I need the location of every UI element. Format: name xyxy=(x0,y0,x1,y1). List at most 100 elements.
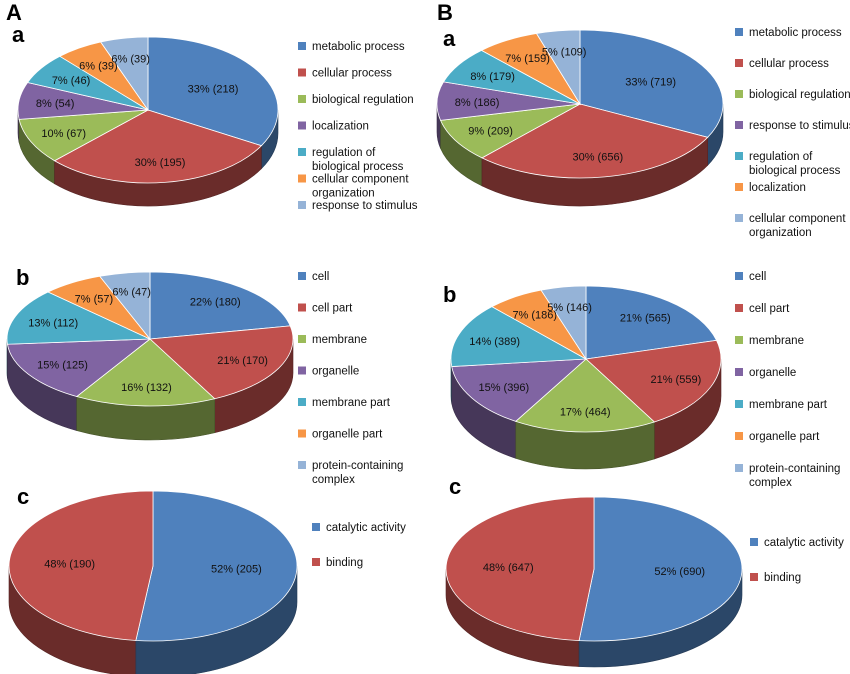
pie-slice-membrane xyxy=(75,338,216,407)
legend-entry: regulation of biological process xyxy=(312,147,404,173)
legend-entry-line: complex xyxy=(749,477,792,489)
legend-swatch xyxy=(298,429,306,438)
subpanel-label: b xyxy=(16,265,29,290)
legend-entry-line: cell xyxy=(749,271,766,283)
legend-swatch xyxy=(735,336,743,344)
legend-entry: cellular process xyxy=(312,68,392,80)
legend-swatch xyxy=(735,28,743,36)
pie-slice-organelle xyxy=(451,358,588,422)
legend-entry-line: membrane part xyxy=(749,399,828,411)
slice-data-label: 13% (112) xyxy=(28,317,78,329)
pie-chart-a-c: c 52% (205) 48% (190) catalytic activity bin… xyxy=(8,484,406,674)
legend-entry: metabolic process xyxy=(749,27,842,39)
legend-entry-line: regulation of xyxy=(312,147,376,159)
pie-slice-catalytic-activity xyxy=(578,496,743,642)
legend-entry: cell part xyxy=(749,303,790,315)
legend-entry: cellular component organization xyxy=(312,174,409,200)
slice-data-label: 30% (656) xyxy=(572,151,623,163)
legend-swatch xyxy=(735,368,743,376)
pie-slice-membrane-part xyxy=(450,306,588,367)
legend-entry: membrane xyxy=(312,334,367,346)
legend-swatch xyxy=(735,304,743,312)
legend-entry-line: binding xyxy=(326,557,363,569)
legend-swatch xyxy=(735,59,743,67)
pie-slice-cell-part xyxy=(149,325,294,400)
legend-entry: biological regulation xyxy=(312,94,414,106)
legend-swatch xyxy=(735,121,743,129)
legend-entry: localization xyxy=(749,182,806,194)
legend-entry-line: cell xyxy=(312,271,329,283)
legend-swatch xyxy=(750,573,758,581)
legend-entry-line: complex xyxy=(312,474,355,486)
legend-entry-line: catalytic activity xyxy=(326,522,406,534)
pie-slice-metabolic-process xyxy=(579,29,724,138)
pie-slice-cellular-process xyxy=(53,109,263,184)
legend-swatch xyxy=(298,174,306,183)
slice-data-label: 8% (54) xyxy=(36,98,75,110)
legend-swatch xyxy=(298,68,306,77)
subpanel-label: c xyxy=(17,484,29,509)
legend-swatch xyxy=(298,335,306,343)
pie-slice-membrane-part xyxy=(6,291,151,345)
legend-entry: cellular component organization xyxy=(749,213,846,239)
legend-entry: membrane part xyxy=(749,399,828,411)
subpanel-label: a xyxy=(443,26,456,51)
legend-entry: metabolic process xyxy=(312,41,405,53)
legend-swatch xyxy=(298,95,306,103)
legend-entry: organelle part xyxy=(312,429,383,441)
legend-entry: response to stimulus xyxy=(749,120,850,132)
legend-swatch xyxy=(735,464,743,472)
legend-entry-line: organelle part xyxy=(312,429,383,441)
legend-swatch xyxy=(298,272,306,280)
legend-entry-line: organization xyxy=(749,227,812,239)
legend-entry-line: organelle xyxy=(312,366,359,378)
slice-data-label: 52% (205) xyxy=(211,564,262,576)
legend-entry-line: organelle xyxy=(749,367,796,379)
legend-entry: cell xyxy=(749,271,766,283)
subpanel-label: a xyxy=(12,22,25,47)
legend-swatch xyxy=(298,121,306,130)
legend-entry: binding xyxy=(326,557,363,569)
pie-slice-binding xyxy=(8,490,154,641)
slice-data-label: 48% (647) xyxy=(483,562,534,574)
slice-data-label: 52% (690) xyxy=(654,566,705,578)
slice-data-label: 8% (186) xyxy=(455,97,500,109)
legend-entry-line: localization xyxy=(312,121,369,133)
slice-data-label: 5% (146) xyxy=(547,302,592,314)
slice-data-label: 21% (170) xyxy=(217,355,268,367)
pie-slice-organelle xyxy=(6,338,152,397)
pie-slice-metabolic-process xyxy=(147,36,279,147)
legend-swatch xyxy=(298,201,306,209)
legend-swatch xyxy=(312,523,320,531)
legend-swatch xyxy=(735,432,743,440)
legend-entry-line: protein-containing xyxy=(749,463,840,475)
legend-entry: catalytic activity xyxy=(764,537,844,549)
legend-entry-line: biological process xyxy=(749,165,841,177)
legend-entry: protein-containing complex xyxy=(312,460,403,486)
legend-entry-line: cellular process xyxy=(749,58,829,70)
legend-entry-line: membrane xyxy=(312,334,367,346)
pie-charts-group: a 33% (218) 30% (195) 10% (67) 8% (54) 7% (46… xyxy=(6,22,850,674)
legend-entry: protein-containing complex xyxy=(749,463,840,489)
legend-entry: organelle part xyxy=(749,431,820,443)
legend-entry-line: organization xyxy=(312,188,375,200)
legend-entry: cell part xyxy=(312,303,353,315)
slice-data-label: 15% (125) xyxy=(37,359,88,371)
legend-entry-line: cellular component xyxy=(312,174,409,186)
slice-data-label: 9% (209) xyxy=(468,125,513,137)
legend-entry: binding xyxy=(764,572,801,584)
subpanel-label: c xyxy=(449,474,461,499)
pie-chart-b-a: a 33% (719) 30% (656) 9% (209) 8% (186) 8% (1… xyxy=(436,26,850,239)
pie-chart-b-c: c 52% (690) 48% (647) catalytic activity bin… xyxy=(445,474,844,668)
legend-entry-line: protein-containing xyxy=(312,460,403,472)
pie-slice-protein-containing-complex xyxy=(540,285,587,361)
pie-chart-a-a: a 33% (218) 30% (195) 10% (67) 8% (54) 7% (46… xyxy=(12,22,418,212)
legend-entry-line: cellular process xyxy=(312,68,392,80)
legend-entry-line: membrane xyxy=(749,335,804,347)
slice-data-label: 7% (186) xyxy=(512,309,557,321)
slice-data-label: 6% (47) xyxy=(112,287,151,299)
pie-slice-biological-regulation xyxy=(18,109,149,162)
legend-swatch xyxy=(298,461,306,469)
slice-data-label: 7% (57) xyxy=(75,294,114,306)
